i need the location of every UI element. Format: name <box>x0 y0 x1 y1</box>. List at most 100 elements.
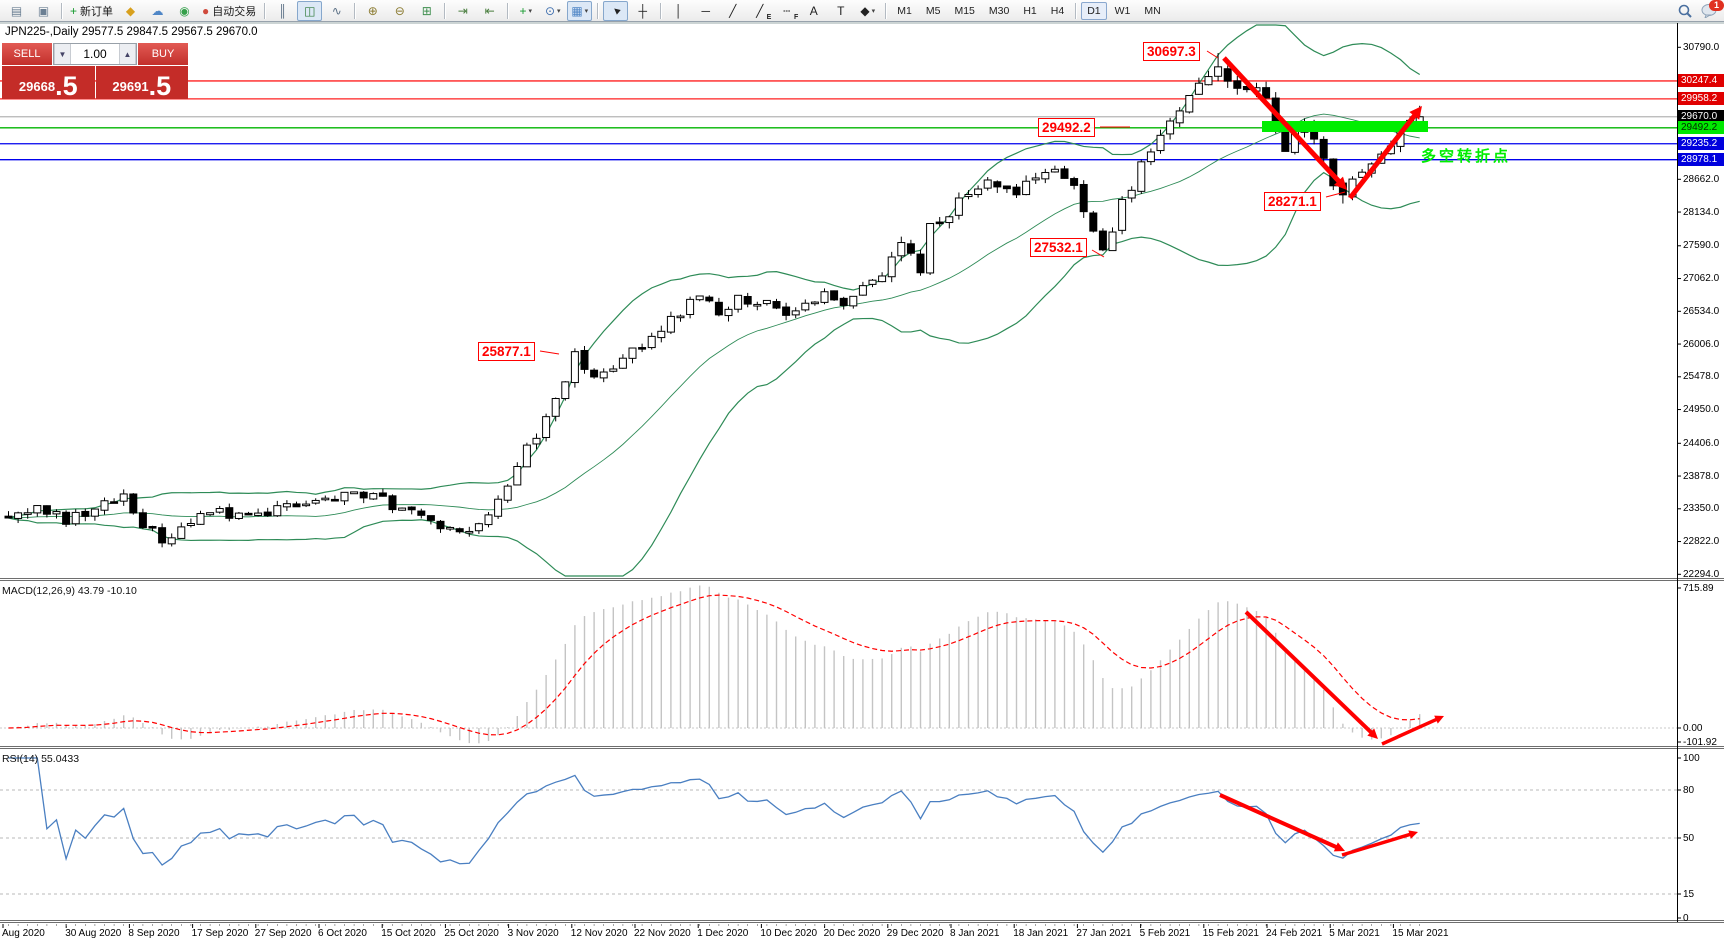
crosshair-button[interactable]: ┼ <box>630 1 655 21</box>
chart-shift-icon-glyph: ⇤ <box>484 3 495 18</box>
rsi-axis-label: 0 <box>1683 912 1689 924</box>
zoom-out-icon[interactable]: ⊖ <box>387 1 412 21</box>
community-icon-glyph: ☁ <box>151 3 164 18</box>
date-axis-label: 3 Nov 2020 <box>507 928 559 939</box>
date-axis-label: 15 Oct 2020 <box>381 928 436 939</box>
text-label-button[interactable]: T <box>828 1 853 21</box>
price-axis-label: 22294.0 <box>1683 568 1720 580</box>
templates-button-caret[interactable]: ▾ <box>584 7 589 15</box>
date-axis-label: 15 Mar 2021 <box>1392 928 1449 939</box>
periods-button[interactable]: ⊙ ▾ <box>540 1 565 21</box>
templates-button[interactable]: ▦ ▾ <box>567 0 593 21</box>
rsi-axis-label: 100 <box>1683 752 1700 764</box>
cursor-button[interactable]: ◄ <box>603 0 629 21</box>
vertical-line-glyph: │ <box>675 3 683 18</box>
line-chart-icon[interactable]: ∿ <box>324 1 349 21</box>
horizontal-line-button[interactable]: ─ <box>693 1 718 21</box>
date-axis-label: 20 Dec 2020 <box>823 928 881 939</box>
timeframe-h1[interactable]: H1 <box>1023 4 1037 17</box>
zoom-out-icon-glyph: ⊖ <box>394 3 405 18</box>
arrows-button-caret[interactable]: ▾ <box>871 7 876 15</box>
price-axis-label: 26006.0 <box>1683 338 1720 350</box>
crosshair-glyph: ┼ <box>638 3 648 18</box>
periods-button-caret[interactable]: ▾ <box>557 7 561 15</box>
timeframe-m15[interactable]: M15 <box>954 4 975 17</box>
sell-price-main: 29668 <box>18 79 56 94</box>
new-chart-button[interactable]: + ▾ <box>513 1 538 21</box>
price-axis-label: 28662.0 <box>1683 173 1720 185</box>
price-annotation-box[interactable]: 25877.1 <box>478 342 535 361</box>
auto-scroll-icon[interactable]: ⇥ <box>450 1 475 21</box>
volume-increase-button[interactable]: ▲ <box>119 44 136 64</box>
price-axis-label: 30790.0 <box>1683 41 1720 53</box>
price-line-badge: 29492.2 <box>1678 121 1724 135</box>
price-annotation-box[interactable]: 29492.2 <box>1038 118 1095 137</box>
toolbar-separator <box>507 2 509 19</box>
text-glyph: A <box>809 3 818 18</box>
timeframe-m30[interactable]: M30 <box>988 4 1010 17</box>
timeframe-m5[interactable]: M5 <box>925 4 941 17</box>
date-axis-label: 27 Jan 2021 <box>1076 928 1132 939</box>
chart-list-icon[interactable]: ▤ <box>4 1 29 21</box>
date-axis-label: 5 Feb 2021 <box>1139 928 1191 939</box>
one-click-trading-panel: SELL ▼ 1.00 ▲ BUY 29668.5 29691.5 <box>2 43 188 99</box>
sell-button[interactable]: SELL <box>2 43 52 65</box>
timeframe-d1[interactable]: D1 <box>1081 1 1107 20</box>
date-axis-label: 18 Jan 2021 <box>1013 928 1069 939</box>
macd-indicator-label: MACD(12,26,9) 43.79 -10.10 <box>2 585 137 597</box>
timeframe-h4[interactable]: H4 <box>1050 4 1065 17</box>
arrows-button[interactable]: ◆ ▾ <box>855 1 880 21</box>
candlestick-chart-icon-glyph: ◫ <box>304 3 316 18</box>
autotrading-button-label: 自动交易 <box>212 5 257 18</box>
tile-windows-icon[interactable]: ⊞ <box>414 1 439 21</box>
new-order-button[interactable]: + 新订单 <box>67 1 116 21</box>
eraser-icon-glyph: ◆ <box>125 3 136 18</box>
buy-button[interactable]: BUY <box>138 43 188 65</box>
toolbar-separator <box>660 2 662 19</box>
buy-price[interactable]: 29691.5 <box>95 66 188 101</box>
tile-windows-icon-glyph: ⊞ <box>421 3 432 18</box>
price-annotation-box[interactable]: 27532.1 <box>1030 238 1087 257</box>
periods-glyph: ⊙ <box>544 3 556 18</box>
autotrading-button[interactable]: ● 自动交易 <box>199 1 259 21</box>
notifications-icon[interactable]: 1 <box>1701 0 1724 18</box>
timeframe-m1[interactable]: M1 <box>897 4 912 17</box>
date-axis-label: 30 Aug 2020 <box>65 928 122 939</box>
turning-point-note[interactable]: 多空转折点 <box>1421 148 1512 165</box>
signals-icon[interactable]: ◉ <box>172 1 197 21</box>
candlestick-chart-icon[interactable]: ◫ <box>297 0 323 21</box>
text-button[interactable]: A <box>801 1 826 21</box>
price-annotation-box[interactable]: 30697.3 <box>1143 42 1200 61</box>
timeframe-w1[interactable]: W1 <box>1114 4 1131 17</box>
price-annotation-box[interactable]: 28271.1 <box>1264 192 1321 211</box>
new-chart-button-caret[interactable]: ▾ <box>528 7 533 15</box>
date-axis-label: 6 Oct 2020 <box>318 928 367 939</box>
volume-value[interactable]: 1.00 <box>83 47 107 61</box>
date-axis-label: 8 Sep 2020 <box>128 928 180 939</box>
zoom-in-icon[interactable]: ⊕ <box>360 1 385 21</box>
eraser-icon[interactable]: ◆ <box>118 1 143 21</box>
chart-shift-icon[interactable]: ⇤ <box>477 1 502 21</box>
toolbar-separator <box>444 2 446 19</box>
price-axis-label: 26534.0 <box>1683 305 1720 317</box>
community-icon[interactable]: ☁ <box>145 1 170 21</box>
sell-price[interactable]: 29668.5 <box>2 66 95 99</box>
trendline-button[interactable]: ╱ <box>720 1 745 21</box>
window-preview-icon[interactable]: ▣ <box>31 1 56 21</box>
toolbar-separator <box>885 2 887 19</box>
equidistant-channel-button[interactable]: ╱ E <box>747 1 772 21</box>
timeframe-mn[interactable]: MN <box>1144 4 1161 17</box>
volume-decrease-button[interactable]: ▼ <box>54 44 71 64</box>
vertical-line-button[interactable]: │ <box>666 1 691 21</box>
date-axis-label: 5 Mar 2021 <box>1329 928 1380 939</box>
fibonacci-button[interactable]: ┄ F <box>774 1 799 21</box>
buy-price-fraction: .5 <box>148 70 172 101</box>
window-preview-icon-glyph: ▣ <box>37 3 50 18</box>
rsi-axis-label: 50 <box>1683 832 1695 844</box>
price-axis-label: 24950.0 <box>1683 404 1720 416</box>
volume-stepper[interactable]: ▼ 1.00 ▲ <box>53 43 137 65</box>
bar-chart-icon[interactable]: ║ <box>270 1 295 21</box>
search-icon[interactable] <box>1677 3 1693 19</box>
